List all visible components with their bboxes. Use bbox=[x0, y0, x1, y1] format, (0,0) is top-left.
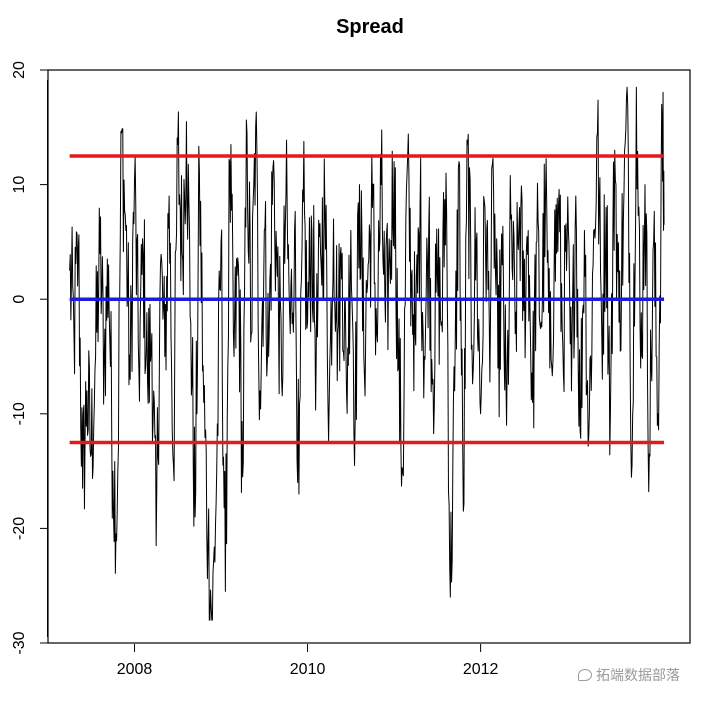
y-tick-label: 20 bbox=[11, 61, 28, 79]
y-tick-label: -30 bbox=[11, 631, 28, 654]
watermark-text: 拓端数据部落 bbox=[596, 668, 680, 684]
y-axis: 20 10 0 -10 -20 -30 bbox=[11, 61, 48, 655]
x-tick-label: 2010 bbox=[290, 661, 326, 678]
y-tick-label: -10 bbox=[11, 402, 28, 425]
y-tick-label: 0 bbox=[11, 295, 28, 304]
series-group bbox=[69, 86, 665, 621]
x-tick-label: 2012 bbox=[463, 661, 499, 678]
chart-title: Spread bbox=[336, 16, 404, 38]
y-tick-label: -20 bbox=[11, 517, 28, 540]
x-tick-label: 2008 bbox=[117, 661, 153, 678]
chat-bubble-icon bbox=[578, 669, 592, 681]
y-tick-label: 10 bbox=[11, 176, 28, 194]
series-line-spread bbox=[69, 86, 665, 621]
watermark: 拓端数据部落 bbox=[578, 665, 680, 685]
x-axis: 2008 2010 2012 bbox=[117, 644, 499, 678]
reference-lines bbox=[69, 154, 665, 445]
